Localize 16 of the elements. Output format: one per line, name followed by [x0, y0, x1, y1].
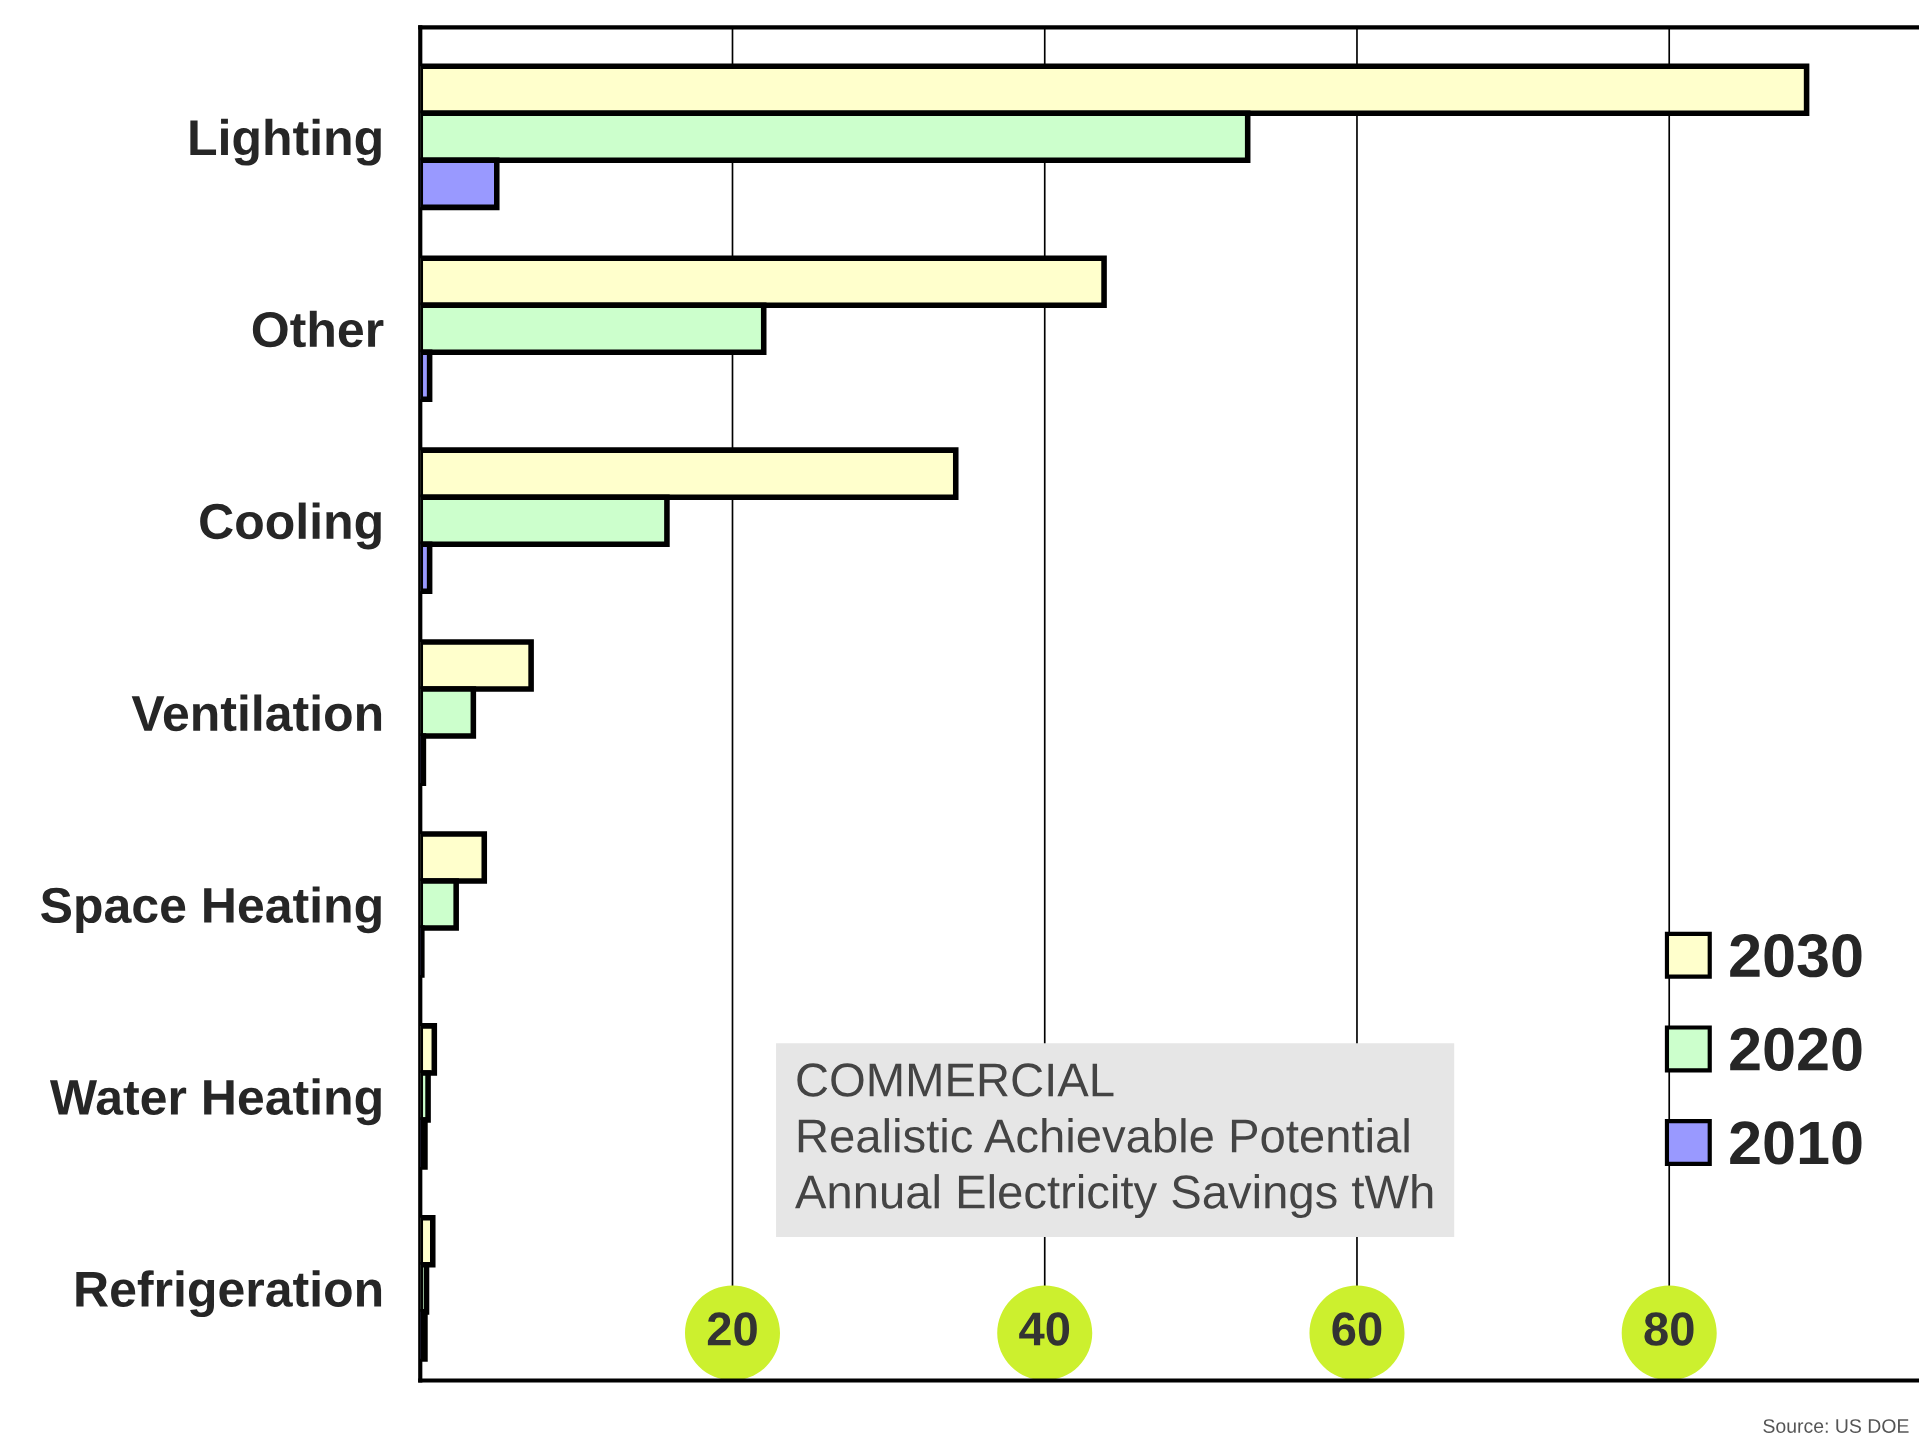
x-tick-label: 20 — [707, 1312, 757, 1346]
x-tick-label: 60 — [1332, 1312, 1382, 1346]
y-tick-label: Lighting — [190, 118, 381, 166]
legend-label: 2010 — [1730, 1121, 1862, 1165]
x-tick-label: 80 — [1644, 1312, 1694, 1346]
annotation: COMMERCIAL Realistic Achievable Potential Annual Electricity Savings tWh — [795, 1063, 1433, 1219]
legend-label: 2030 — [1730, 934, 1862, 978]
y-tick-label: Refrigeration — [76, 1270, 382, 1318]
source-note: Source: US DOE — [1763, 1419, 1909, 1433]
y-tick-label: Other — [252, 310, 384, 348]
legend-label: 2020 — [1730, 1027, 1862, 1071]
y-tick-label: Ventilation — [131, 694, 382, 732]
x-tick-label: 40 — [1019, 1312, 1070, 1346]
y-tick-label: Water Heating — [49, 1078, 381, 1126]
y-tick-label: Space Heating — [41, 886, 381, 934]
y-tick-label: Cooling — [200, 502, 381, 550]
